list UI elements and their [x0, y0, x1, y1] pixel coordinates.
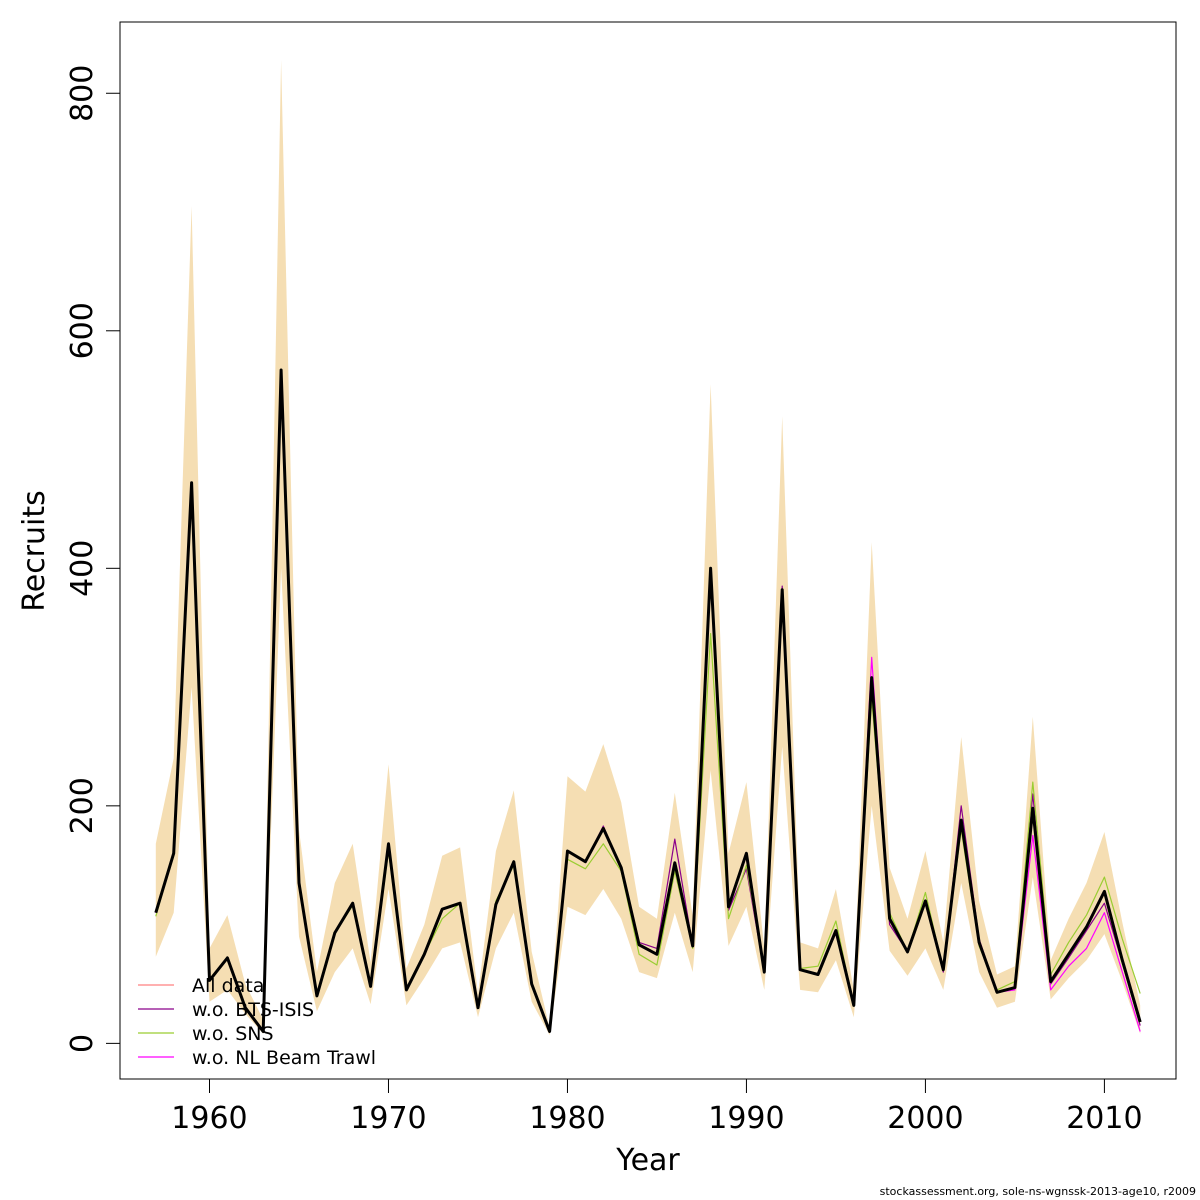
x-tick-label: 1970 [350, 1101, 426, 1136]
y-tick-label: 400 [65, 540, 100, 597]
y-tick-label: 200 [65, 777, 100, 834]
legend-label-3: w.o. NL Beam Trawl [192, 1047, 376, 1069]
confidence-band-layer [155, 60, 1141, 1036]
main-estimate-line [154, 368, 1142, 1033]
x-tick-label: 2010 [1066, 1101, 1142, 1136]
x-tick-label: 1990 [708, 1101, 784, 1136]
y-tick-label: 800 [65, 65, 100, 122]
x-tick-label: 2000 [887, 1101, 963, 1136]
confidence-band [155, 60, 1141, 1036]
x-tick-label: 1960 [171, 1101, 247, 1136]
y-tick-label: 0 [65, 1034, 100, 1053]
main-estimate-layer [154, 368, 1142, 1033]
footer-credit: stockassessment.org, sole-ns-wgnssk-2013… [879, 1185, 1196, 1198]
x-axis: 1960 1970 1980 1990 2000 2010 [171, 1078, 1143, 1136]
y-axis: 0 200 400 600 800 [65, 65, 121, 1053]
legend-label-1: w.o. BTS-ISIS [192, 999, 314, 1021]
y-tick-label: 600 [65, 302, 100, 359]
x-tick-label: 1980 [529, 1101, 605, 1136]
y-axis-title: Recruits [17, 490, 52, 612]
x-axis-title: Year [615, 1143, 680, 1178]
legend-label-0: All data [192, 975, 264, 997]
legend-label-2: w.o. SNS [192, 1023, 274, 1045]
